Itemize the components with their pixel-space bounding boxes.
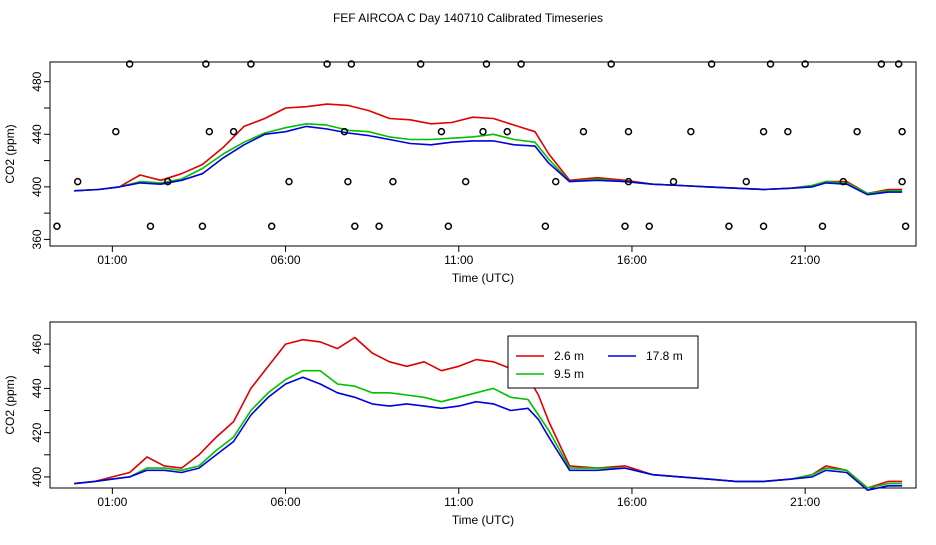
calibration-point	[247, 60, 255, 68]
y-tick-label: 400	[30, 177, 44, 197]
calibration-point	[766, 60, 775, 68]
calibration-point	[437, 127, 446, 136]
y-axis-label: CO2 (ppm)	[3, 375, 17, 434]
calibration-point	[444, 222, 453, 231]
legend: 2.6 m 9.5 m 17.8 m	[507, 335, 699, 389]
x-tick-label: 01:00	[97, 495, 127, 509]
calibration-point	[877, 60, 886, 68]
calibration-point	[389, 177, 397, 186]
calibration-point	[344, 177, 352, 186]
calibration-point	[725, 222, 733, 231]
x-tick-label: 11:00	[444, 495, 473, 509]
calibration-point	[503, 127, 511, 136]
series-line-1	[74, 103, 903, 195]
calibration-point	[894, 60, 903, 68]
calibration-point	[669, 177, 678, 186]
calibration-point	[229, 127, 238, 136]
series-line-3	[74, 376, 903, 492]
top-panel: 01:00 06:00 11:00 16:00 21:00 360 400 440 480 Tim…	[3, 60, 917, 285]
y-tick-label: 460	[30, 334, 44, 354]
y-axis-label: CO2 (ppm)	[3, 124, 17, 183]
series-line-2	[74, 369, 903, 489]
calibration-point	[416, 60, 425, 68]
y-tick-label: 440	[30, 378, 44, 398]
calibration-point	[285, 177, 293, 186]
plot-frame	[49, 61, 917, 247]
y-tick-label: 480	[30, 71, 44, 91]
calibration-point	[624, 177, 633, 186]
calibration-point	[624, 127, 633, 136]
y-tick-label: 440	[30, 124, 44, 144]
calibration-point	[202, 60, 210, 68]
calibration-point	[551, 177, 560, 186]
x-axis-label: Time (UTC)	[452, 513, 514, 527]
calibration-point	[112, 127, 120, 136]
calibration-point	[375, 222, 383, 231]
calibration-point	[707, 60, 716, 68]
legend-label-2: 9.5 m	[554, 367, 584, 381]
x-tick-label: 21:00	[790, 253, 820, 267]
calibration-point	[340, 127, 349, 136]
calibration-point	[901, 222, 910, 231]
x-tick-label: 16:00	[617, 253, 647, 267]
calibration-point	[607, 60, 615, 68]
calibration-point	[645, 222, 654, 231]
legend-label-1: 2.6 m	[554, 349, 584, 363]
legend-label-3: 17.8 m	[646, 349, 683, 363]
calibration-point	[853, 127, 861, 136]
x-axis-label: Time (UTC)	[452, 271, 514, 285]
calibration-point	[205, 127, 214, 136]
calibration-point	[482, 60, 491, 68]
calibration-point	[164, 177, 172, 186]
calibration-point	[517, 60, 525, 68]
calibration-point	[73, 177, 82, 186]
calibration-point	[579, 127, 588, 136]
figure-title: FEF AIRCOA C Day 140710 Calibrated Times…	[333, 11, 603, 25]
y-tick-label: 400	[30, 467, 44, 487]
x-tick-label: 01:00	[97, 253, 127, 267]
calibration-point	[267, 222, 276, 231]
x-tick-label: 16:00	[617, 495, 647, 509]
calibration-point	[898, 177, 906, 186]
x-tick-label: 06:00	[271, 253, 301, 267]
calibration-point	[347, 60, 356, 68]
calibration-point	[125, 60, 134, 68]
calibration-point	[479, 127, 487, 136]
legend-box	[507, 335, 699, 389]
calibration-point	[53, 222, 61, 231]
x-tick-label: 11:00	[444, 253, 473, 267]
calibration-point	[759, 222, 768, 231]
x-tick-label: 21:00	[790, 495, 820, 509]
plot-frame	[49, 321, 917, 489]
calibration-point	[461, 177, 470, 186]
calibration-point	[839, 177, 848, 186]
calibration-point	[818, 222, 827, 231]
calibration-point	[198, 222, 207, 231]
calibration-point	[687, 127, 695, 136]
calibration-point	[784, 127, 792, 136]
bottom-panel: 01:00 06:00 11:00 16:00 21:00 400 420 440 460 Tim…	[3, 321, 917, 527]
calibration-point	[898, 127, 906, 136]
calibration-point	[351, 222, 359, 231]
series-line-3	[74, 125, 903, 196]
calibration-point	[742, 177, 751, 186]
calibration-point	[801, 60, 809, 68]
y-tick-label: 420	[30, 422, 44, 442]
series-line-2	[74, 123, 903, 195]
calibration-point	[541, 222, 550, 231]
calibration-point	[323, 60, 331, 68]
calibration-point	[759, 127, 768, 136]
calibration-point	[621, 222, 629, 231]
calibration-point	[146, 222, 155, 231]
x-tick-label: 06:00	[271, 495, 301, 509]
y-tick-label: 360	[30, 229, 44, 249]
